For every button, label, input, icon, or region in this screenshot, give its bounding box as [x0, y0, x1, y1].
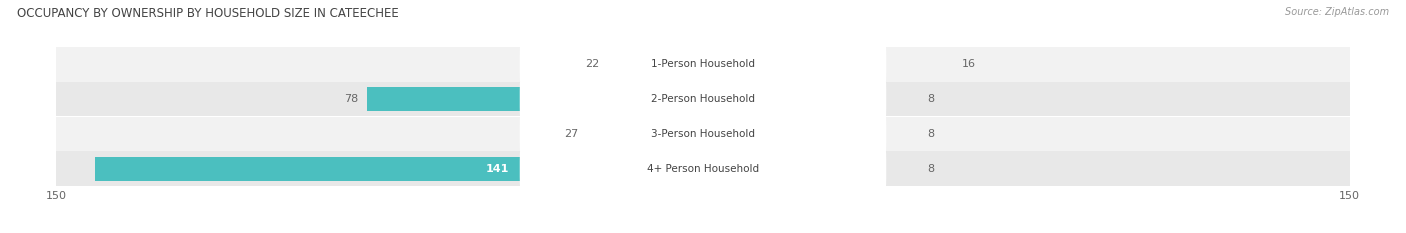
Bar — [367, 87, 703, 111]
Text: 27: 27 — [564, 129, 578, 139]
FancyBboxPatch shape — [520, 109, 886, 159]
Bar — [703, 157, 738, 181]
Bar — [609, 52, 703, 76]
FancyBboxPatch shape — [520, 73, 886, 124]
Text: 78: 78 — [344, 94, 359, 104]
Text: 2-Person Household: 2-Person Household — [651, 94, 755, 104]
Text: 8: 8 — [927, 94, 935, 104]
Bar — [56, 116, 1350, 151]
Text: 141: 141 — [485, 164, 509, 174]
Bar — [703, 52, 772, 76]
Bar — [56, 151, 1350, 186]
FancyBboxPatch shape — [520, 143, 886, 194]
Text: 16: 16 — [962, 59, 976, 69]
Text: 3-Person Household: 3-Person Household — [651, 129, 755, 139]
Text: OCCUPANCY BY OWNERSHIP BY HOUSEHOLD SIZE IN CATEECHEE: OCCUPANCY BY OWNERSHIP BY HOUSEHOLD SIZE… — [17, 7, 399, 20]
Bar — [56, 82, 1350, 116]
Bar — [56, 47, 1350, 82]
Text: 8: 8 — [927, 164, 935, 174]
Text: Source: ZipAtlas.com: Source: ZipAtlas.com — [1285, 7, 1389, 17]
Bar — [703, 122, 738, 146]
Bar — [96, 157, 703, 181]
Text: 4+ Person Household: 4+ Person Household — [647, 164, 759, 174]
Text: 8: 8 — [927, 129, 935, 139]
FancyBboxPatch shape — [520, 38, 886, 89]
Text: 1-Person Household: 1-Person Household — [651, 59, 755, 69]
Bar — [703, 87, 738, 111]
Text: 22: 22 — [585, 59, 599, 69]
Bar — [586, 122, 703, 146]
